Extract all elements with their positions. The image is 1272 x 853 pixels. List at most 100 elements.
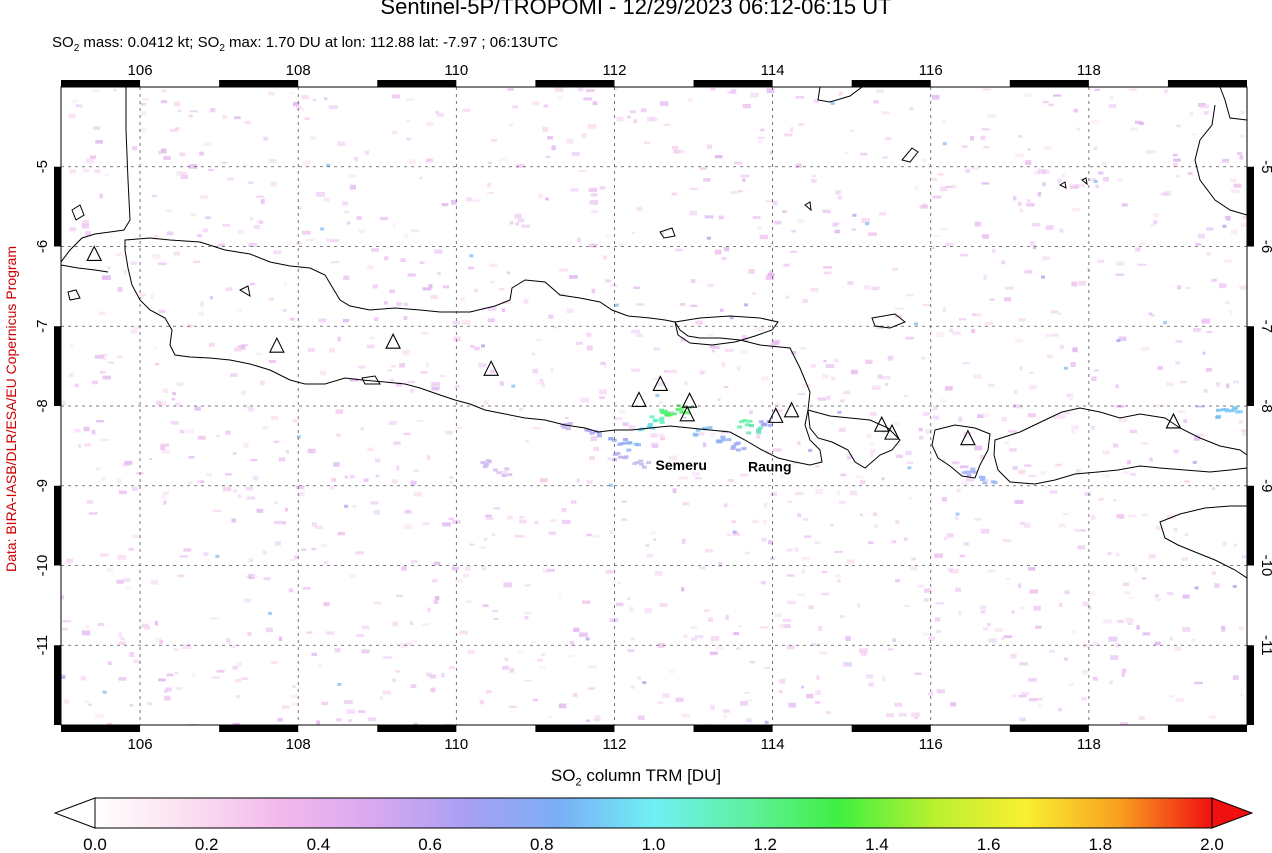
so2-pixel (1160, 192, 1169, 196)
so2-pixel (342, 201, 349, 206)
so2-pixel (1057, 312, 1062, 315)
so2-pixel (290, 92, 294, 95)
so2-pixel (558, 293, 567, 297)
so2-pixel (222, 223, 231, 227)
so2-pixel (451, 566, 460, 571)
so2-pixel (923, 598, 929, 602)
so2-pixel (591, 210, 599, 213)
so2-pixel (502, 665, 509, 670)
so2-pixel (97, 622, 104, 626)
so2-pixel (81, 223, 90, 229)
lat-tick-label-left: -11 (34, 635, 51, 656)
colorbar-tick-label: 0.2 (195, 835, 219, 853)
so2-pixel (645, 544, 650, 547)
so2-pixel (259, 221, 264, 224)
so2-pixel (1140, 442, 1149, 445)
so2-pixel (484, 514, 492, 517)
so2-pixel (1231, 189, 1240, 194)
so2-pixel (815, 489, 823, 494)
so2-pixel (949, 328, 953, 332)
so2-pixel (636, 206, 643, 212)
so2-plume-pixel (563, 422, 568, 426)
so2-pixel (1173, 449, 1179, 454)
so2-pixel (393, 441, 401, 445)
so2-pixel (268, 360, 277, 363)
so2-plume-pixel (1233, 406, 1239, 410)
so2-pixel (718, 215, 724, 220)
so2-pixel (86, 499, 94, 504)
so2-pixel (802, 517, 809, 521)
so2-plume-pixel (648, 422, 653, 426)
so2-pixel (410, 480, 417, 486)
coastline-kalimantan (817, 87, 863, 103)
so2-pixel (576, 237, 581, 242)
so2-plume-pixel (1234, 410, 1240, 414)
so2-pixel (1013, 390, 1018, 394)
so2-pixel (971, 328, 976, 334)
so2-pixel (861, 651, 867, 656)
so2-pixel (1112, 499, 1117, 502)
lon-tick-label-top: 116 (919, 62, 943, 79)
so2-pixel (441, 203, 449, 207)
so2-pixel (319, 370, 327, 376)
so2-pixel (1004, 297, 1012, 302)
so2-pixel (724, 503, 728, 508)
so2-pixel (69, 227, 77, 232)
so2-pixel (723, 714, 728, 719)
so2-pixel (410, 559, 418, 564)
so2-pixel (762, 519, 767, 525)
so2-pixel (375, 474, 380, 478)
so2-pixel (904, 604, 910, 607)
so2-pixel (356, 634, 365, 638)
so2-pixel (144, 625, 151, 630)
so2-pixel (962, 362, 970, 365)
so2-pixel (61, 676, 66, 679)
so2-pixel (99, 371, 106, 374)
so2-pixel (72, 99, 78, 103)
lat-tick-label-right: -8 (1258, 399, 1272, 412)
so2-pixel (395, 670, 400, 673)
so2-pixel (463, 574, 469, 578)
so2-pixel (1215, 382, 1221, 387)
so2-pixel (1155, 526, 1163, 530)
so2-pixel (1019, 208, 1024, 213)
so2-pixel (139, 293, 144, 298)
so2-pixel (570, 188, 579, 192)
so2-plume-pixel (966, 473, 972, 477)
so2-pixel (711, 350, 715, 353)
so2-pixel (1066, 393, 1071, 397)
so2-pixel (1203, 111, 1209, 115)
so2-pixel (245, 486, 253, 491)
so2-pixel (316, 720, 320, 725)
so2-pixel (1074, 529, 1083, 532)
so2-pixel (928, 636, 935, 641)
so2-pixel (783, 133, 793, 137)
so2-pixel (756, 326, 765, 331)
so2-pixel (245, 404, 250, 409)
so2-plume-pixel (731, 444, 737, 448)
so2-pixel (605, 279, 611, 283)
so2-pixel (835, 190, 841, 195)
so2-pixel (731, 520, 736, 524)
so2-pixel (208, 342, 215, 347)
so2-pixel (921, 356, 926, 360)
so2-pixel (372, 284, 378, 289)
frame-bar-top (1167, 80, 1247, 87)
so2-pixel (1108, 104, 1117, 108)
so2-pixel (679, 149, 685, 154)
so2-pixel (174, 671, 179, 675)
so2-pixel (331, 478, 337, 482)
so2-pixel (1032, 222, 1041, 227)
so2-pixel (898, 712, 907, 717)
so2-pixel (481, 565, 487, 571)
so2-pixel (155, 362, 160, 366)
so2-pixel (1092, 676, 1098, 681)
so2-pixel (1101, 161, 1107, 166)
so2-pixel (425, 362, 429, 368)
so2-plume-pixel (653, 418, 659, 422)
so2-pixel (1038, 703, 1044, 708)
so2-pixel (344, 210, 350, 214)
so2-pixel (490, 280, 495, 284)
so2-pixel (860, 152, 868, 156)
so2-pixel (617, 581, 621, 585)
